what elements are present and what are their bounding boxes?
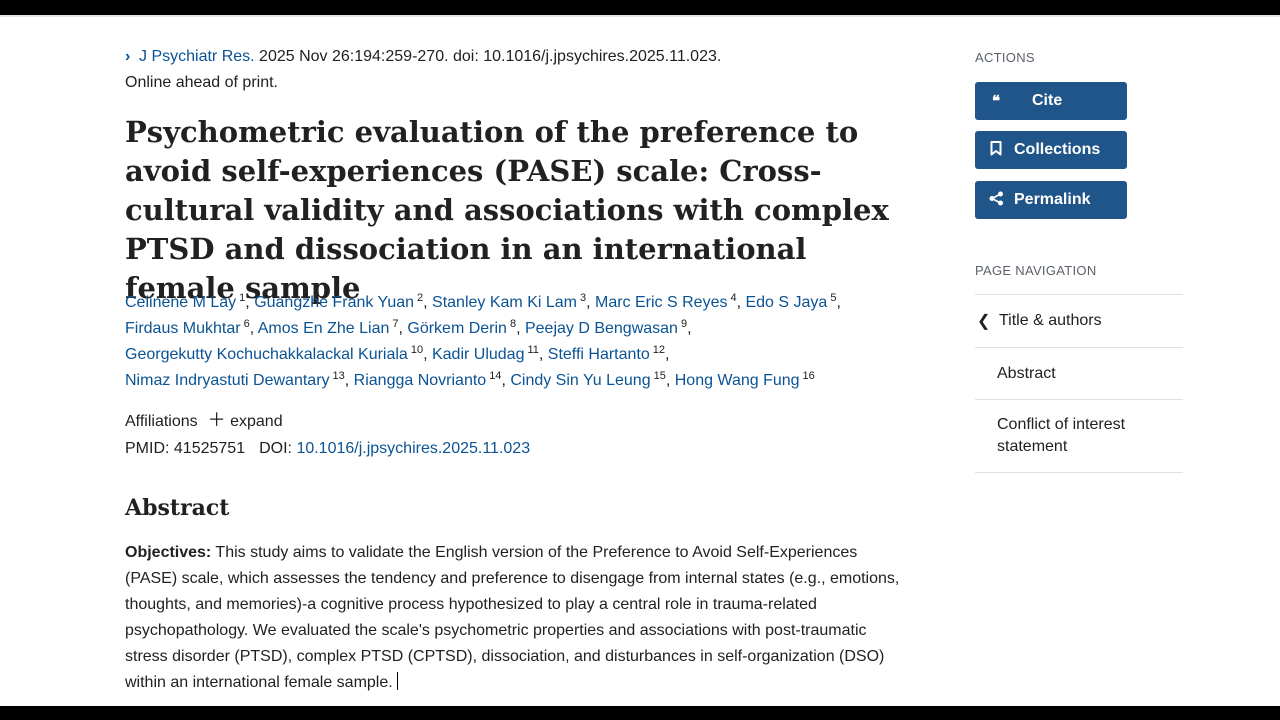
author-link[interactable]: Marc Eric S Reyes — [595, 294, 728, 311]
article-title: Psychometric evaluation of the preferenc… — [125, 115, 889, 305]
affiliation-number[interactable]: 4 — [730, 292, 737, 304]
author-link[interactable]: Stanley Kam Ki Lam — [432, 294, 577, 311]
chevron-left-icon: ❮ — [977, 313, 991, 330]
nav-item-conflict-of-interest[interactable]: Conflict of interest statement — [975, 399, 1183, 473]
affiliation-number[interactable]: 7 — [392, 318, 399, 330]
author-link[interactable]: Edo S Jaya — [745, 294, 828, 311]
article-page: › J Psychiatr Res. 2025 Nov 26:194:259-27… — [0, 15, 1280, 706]
nav-item-title-authors[interactable]: ❮ Title & authors — [975, 294, 1183, 347]
share-icon — [988, 191, 1004, 210]
affiliation-number[interactable]: 14 — [489, 370, 502, 382]
affiliation-number[interactable]: 9 — [680, 318, 688, 330]
nav-item-label: Abstract — [997, 364, 1056, 382]
page-navigation-heading: PAGE NAVIGATION — [975, 263, 1097, 278]
affiliation-number[interactable]: 5 — [830, 292, 837, 304]
top-border — [0, 0, 1280, 15]
objectives-text: This study aims to validate the English … — [125, 544, 900, 691]
affiliation-number[interactable]: 11 — [527, 344, 539, 356]
author-link[interactable]: Görkem Derin — [407, 320, 507, 337]
cite-button[interactable]: ❝ Cite — [975, 82, 1127, 120]
collections-label: Collections — [1014, 141, 1101, 158]
author-link[interactable]: Georgekutty Kochuchakkalackal Kuriala — [125, 346, 408, 363]
bookmark-icon — [988, 140, 1004, 160]
affiliation-number[interactable]: 15 — [653, 370, 666, 382]
affiliation-number[interactable]: 1 — [239, 292, 246, 304]
author-link[interactable]: Kadir Uludag — [431, 346, 525, 363]
cite-label: Cite — [1032, 92, 1063, 109]
nav-item-abstract[interactable]: Abstract — [975, 347, 1183, 399]
citation-details: 2025 Nov 26:194:259-270. doi: 10.1016/j.… — [259, 48, 722, 65]
author-link[interactable]: Firdaus Mukhtar — [125, 320, 241, 337]
author-link[interactable]: Riangga Novrianto — [353, 372, 487, 389]
affiliations-toggle[interactable]: Affiliations ＋ expand — [125, 409, 283, 433]
affiliation-number[interactable]: 8 — [509, 318, 517, 330]
affiliation-number[interactable]: 16 — [802, 370, 815, 382]
text-cursor — [396, 672, 398, 690]
journal-link[interactable]: J Psychiatr Res. — [139, 48, 255, 65]
objectives-label: Objectives: — [125, 544, 212, 561]
nav-item-label: Conflict of interest statement — [997, 416, 1126, 455]
page-navigation: ❮ Title & authors Abstract Conflict of in… — [975, 294, 1183, 473]
doi-label: DOI: — [259, 440, 292, 457]
publication-status: Online ahead of print. — [125, 74, 278, 91]
expand-label[interactable]: expand — [230, 413, 283, 430]
pmid-label: PMID: — [125, 440, 170, 457]
author-link[interactable]: Celinene M Lay — [125, 294, 237, 311]
author-link[interactable]: Steffi Hartanto — [547, 346, 650, 363]
permalink-button[interactable]: Permalink — [975, 181, 1127, 219]
author-link[interactable]: Nimaz Indryastuti Dewantary — [125, 372, 330, 389]
quote-icon: ❝ — [991, 93, 1001, 110]
actions-heading: ACTIONS — [975, 50, 1035, 65]
doi-link[interactable]: 10.1016/j.jpsychires.2025.11.023 — [296, 440, 531, 457]
abstract-heading: Abstract — [125, 495, 230, 521]
affiliation-number[interactable]: 10 — [410, 344, 424, 356]
bottom-border — [0, 706, 1280, 720]
plus-icon[interactable]: ＋ — [207, 410, 226, 430]
nav-item-label: Title & authors — [999, 312, 1102, 329]
permalink-label: Permalink — [1014, 191, 1091, 208]
author-list: Celinene M Lay 1, Guangzhe Frank Yuan 2, S… — [125, 292, 841, 390]
author-link[interactable]: Cindy Sin Yu Leung — [510, 372, 651, 389]
author-link[interactable]: Hong Wang Fung — [674, 372, 800, 389]
pmid-value: 41525751 — [173, 440, 246, 457]
affiliations-label: Affiliations — [125, 413, 198, 430]
identifiers: PMID: 41525751 DOI: 10.1016/j.jpsychires.… — [125, 438, 530, 460]
abstract-objectives: Objectives: This study aims to validate … — [125, 540, 905, 696]
author-link[interactable]: Amos En Zhe Lian — [257, 320, 390, 337]
chevron-right-icon[interactable]: › — [125, 48, 131, 65]
author-link[interactable]: Peejay D Bengwasan — [524, 320, 678, 337]
citation: › J Psychiatr Res. 2025 Nov 26:194:259-27… — [125, 46, 721, 68]
affiliation-number[interactable]: 13 — [332, 370, 345, 382]
collections-button[interactable]: Collections — [975, 131, 1127, 169]
affiliation-number[interactable]: 6 — [243, 318, 250, 330]
affiliation-number[interactable]: 12 — [652, 344, 666, 356]
affiliation-number[interactable]: 3 — [579, 292, 587, 304]
author-link[interactable]: Guangzhe Frank Yuan — [254, 294, 415, 311]
affiliation-number[interactable]: 2 — [417, 292, 424, 304]
